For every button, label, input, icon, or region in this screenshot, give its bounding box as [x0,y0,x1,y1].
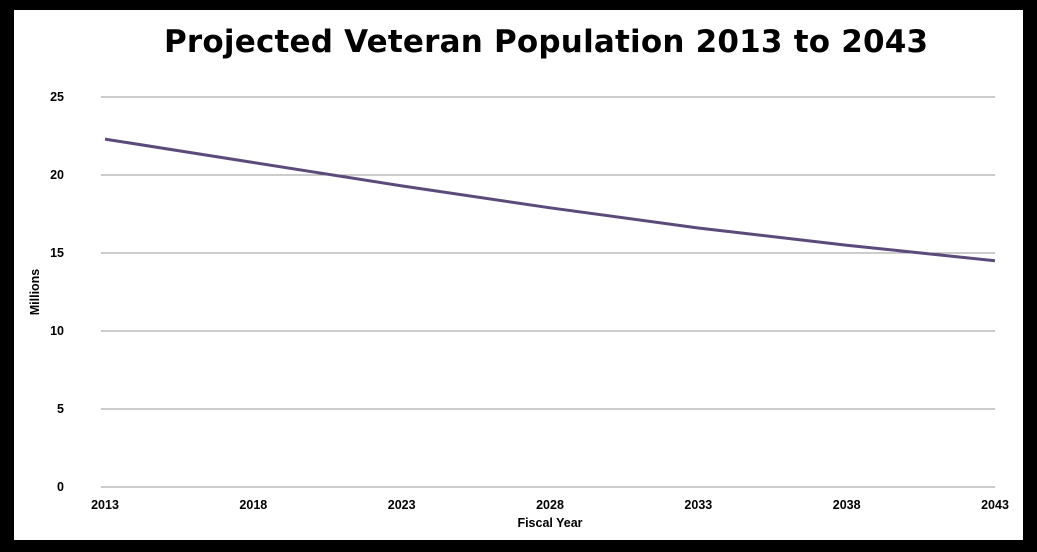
chart-frame: Projected Veteran Population 2013 to 204… [14,10,1023,540]
y-tick-label: 25 [50,90,64,104]
x-tick-label: 2043 [981,498,1009,512]
x-axis-label: Fiscal Year [517,516,582,530]
series-layer [104,137,996,263]
x-tick-label: 2013 [91,498,119,512]
chart-title: Projected Veteran Population 2013 to 204… [164,24,929,60]
x-tick-labels: 2013 2018 2023 2028 2033 2038 2043 [91,498,1009,512]
y-axis-label: Millions [28,269,42,316]
x-tick-label: 2023 [388,498,416,512]
x-tick-label: 2038 [833,498,861,512]
y-tick-label: 20 [50,168,64,182]
y-tick-label: 0 [57,480,64,494]
x-tick-label: 2018 [239,498,267,512]
y-tick-label: 10 [50,324,64,338]
x-tick-label: 2028 [536,498,564,512]
x-tick-label: 2033 [684,498,712,512]
y-tick-label: 15 [50,246,64,260]
y-tick-label: 5 [57,402,64,416]
series-line [104,137,996,263]
y-tick-labels: 0 5 10 15 20 25 [50,90,64,494]
gridlines [101,96,995,488]
